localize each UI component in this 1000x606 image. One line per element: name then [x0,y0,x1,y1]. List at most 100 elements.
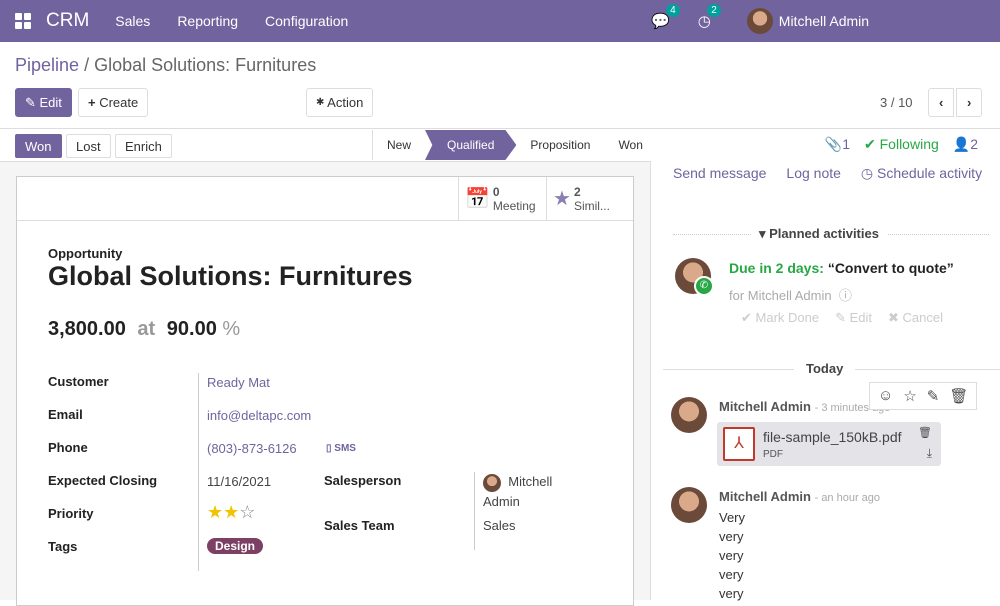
salesperson-field[interactable]: Mitchell Admin [483,472,552,512]
message-line: Very [719,510,746,525]
salesperson-label: Salesperson [324,473,402,488]
apps-menu-icon[interactable] [15,13,31,29]
activity-summary[interactable]: “Convert to quote” [827,260,954,276]
menu-sales[interactable]: Sales [115,13,151,29]
pager-value[interactable]: 3 / 10 [880,95,913,110]
pager-prev-button[interactable]: ‹ [928,88,955,117]
message-line: very [719,567,744,582]
breadcrumb-sep: / [84,55,90,75]
attachment-download-icon[interactable]: ⤓ [926,446,932,460]
team-value[interactable]: Sales [483,518,516,533]
stage-bar: New Qualified Proposition Won [372,130,657,160]
pencil-icon: ✎ [25,94,40,110]
email-link[interactable]: info@deltapc.com [207,408,312,423]
attachment-delete-icon[interactable]: 🗑 [918,427,932,439]
create-button[interactable]: + Create [78,88,149,117]
calendar-icon: 📅 [465,188,490,210]
priority-label: Priority [48,506,94,521]
meeting-label: Meeting [492,199,536,213]
messages-icon[interactable]: 💬 4 [651,4,680,30]
message-actions: ☺ ☆ ✎ 🗑 [869,382,978,410]
menu-reporting[interactable]: Reporting [177,13,239,29]
form-area: 📅 0 Meeting ★ 2 Simil... Opportunity Global … [0,161,651,606]
info-icon[interactable]: ⓘ [838,288,852,303]
log-note-button[interactable]: Log note [786,165,841,181]
meeting-count: 0 [492,185,500,199]
mark-done-button[interactable]: ✔ Mark Done [741,310,820,325]
sms-button[interactable]: ▯ SMS [326,443,356,454]
due-label: Due in 2 days: [729,260,824,276]
won-button[interactable]: Won [15,134,62,158]
stage-new[interactable]: New [387,138,412,152]
menu-configuration[interactable]: Configuration [265,13,349,29]
breadcrumb-pipeline[interactable]: Pipeline [15,55,80,75]
top-navbar: CRM Sales Reporting Configuration 💬 4 ◷ 2 … [0,0,1000,42]
phone-icon: ✆ [694,276,714,296]
planned-activities-toggle[interactable]: ▾ Planned activities [751,226,887,242]
meeting-button[interactable]: 📅 0 Meeting [458,177,546,221]
action-button[interactable]: ✱ Action [306,88,374,117]
emoji-icon[interactable]: ☺ [878,387,894,404]
team-label: Sales Team [324,518,395,533]
tags-label: Tags [48,539,78,554]
user-avatar[interactable] [746,8,773,34]
priority-star[interactable]: ☆ [239,502,256,522]
app-brand[interactable]: CRM [46,10,90,31]
tag-design[interactable]: Design [207,538,264,554]
attachment-card[interactable]: ⅄ file-sample_150kB.pdf PDF 🗑 ⤓ [717,422,941,466]
messages-badge: 4 [666,4,680,17]
message-author[interactable]: Mitchell Admin [719,399,811,414]
priority-star[interactable]: ★ [223,502,240,522]
action-label: Action [327,95,364,110]
priority-star[interactable]: ★ [207,502,224,522]
activity-cancel-label: Cancel [902,310,943,325]
salesperson-avatar [483,473,501,492]
user-menu[interactable]: Mitchell Admin [778,13,870,29]
closing-date[interactable]: 11/16/2021 [207,474,272,489]
pager-next-button[interactable]: › [956,88,983,117]
followers-button[interactable]: 👤2 [952,136,978,152]
star-icon: ★ [553,188,571,210]
salesperson-last: Admin [483,494,520,509]
enrich-button[interactable]: Enrich [115,134,172,158]
message-line: very [719,586,744,601]
attachment-name[interactable]: file-sample_150kB.pdf [763,429,902,445]
opportunity-label: Opportunity [48,246,123,261]
activity-cancel-button[interactable]: ✖ Cancel [888,310,943,325]
edit-button[interactable]: ✎ Edit [15,88,72,117]
pencil-icon[interactable]: ✎ [926,388,940,405]
trash-icon[interactable]: 🗑 [949,388,969,405]
pdf-icon: ⅄ [723,427,755,461]
customer-label: Customer [48,374,109,389]
opportunity-title[interactable]: Global Solutions: Furnitures [48,261,413,291]
expected-revenue[interactable]: 3,800.00 at 90.00 % [48,318,240,341]
schedule-activity-button[interactable]: ◷ Schedule activity [860,165,983,181]
similar-button[interactable]: ★ 2 Simil... [546,177,634,221]
percent-sign: % [222,318,241,340]
mark-done-label: Mark Done [755,310,820,325]
message-body: Very very very very very [719,508,745,603]
lost-button[interactable]: Lost [66,134,111,158]
phone-link[interactable]: (803)-873-6126 [207,441,297,456]
tags-field[interactable]: Design [207,538,264,554]
gear-icon: ✱ [316,97,328,108]
star-icon[interactable]: ☆ [903,388,917,405]
activities-badge: 2 [707,4,721,17]
activities-icon[interactable]: ◷ 2 [698,4,721,30]
message-author[interactable]: Mitchell Admin [719,489,811,504]
divider [0,128,1000,129]
message-avatar [671,397,707,433]
stage-qualified[interactable]: Qualified [425,130,517,160]
stage-proposition[interactable]: Proposition [530,138,591,152]
attachments-button[interactable]: 📎1 [824,136,850,152]
customer-link[interactable]: Ready Mat [207,375,270,390]
message-line: very [719,548,744,563]
at-label: at [137,318,156,340]
following-button[interactable]: ✔ Following [864,136,939,152]
priority-stars[interactable]: ★★☆ [207,502,255,523]
activity-edit-button[interactable]: ✎ Edit [835,310,873,325]
sms-label: SMS [334,443,356,454]
send-message-button[interactable]: Send message [673,165,767,181]
stage-won[interactable]: Won [618,138,643,152]
message-time: - an hour ago [814,492,881,504]
